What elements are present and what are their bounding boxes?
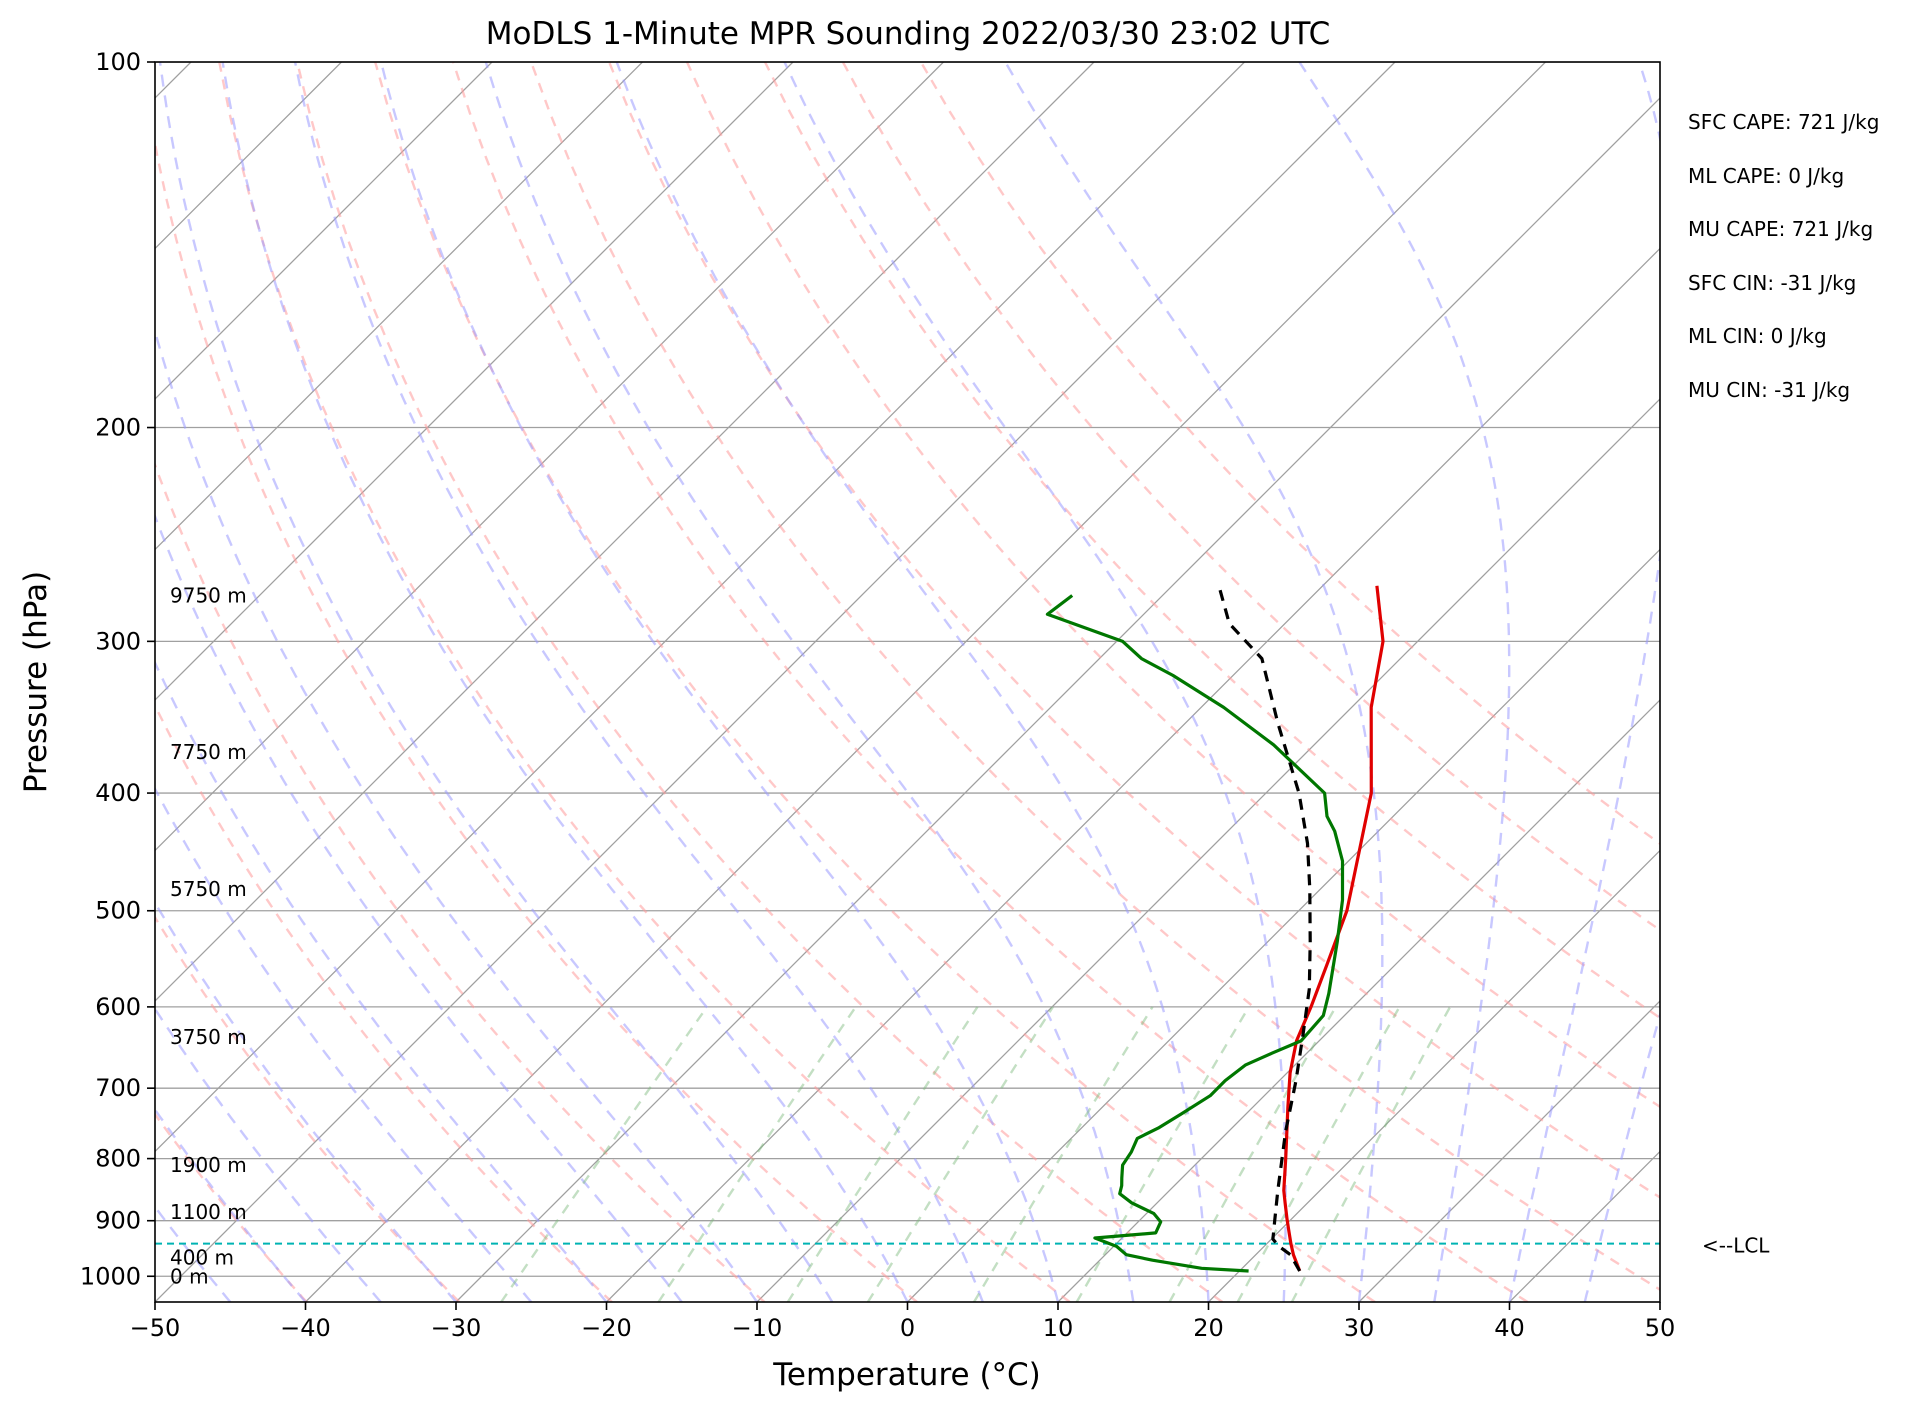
x-tick-label: 0: [900, 1314, 915, 1342]
lcl-label: <--LCL: [1702, 1234, 1770, 1258]
dry-adiabat-line: [763, 62, 1660, 1020]
labels: MoDLS 1-Minute MPR Sounding 2022/03/30 2…: [18, 16, 1770, 1393]
moist-adiabat-line: [155, 513, 683, 1302]
moist-adiabat-line: [158, 62, 834, 1302]
moist-adiabat-line: [155, 900, 457, 1302]
background-lines: [155, 62, 1660, 1302]
isotherm-line: [1057, 699, 1660, 1302]
mixing-ratio-line: [657, 1006, 857, 1302]
moist-adiabat-line: [155, 786, 533, 1302]
stat-line: ML CIN: 0 J/kg: [1688, 324, 1827, 349]
dry-adiabat-line: [155, 136, 918, 1302]
data-lines: [155, 585, 1660, 1273]
height-label: 5750 m: [170, 877, 247, 901]
moist-adiabat-line: [155, 1107, 307, 1302]
dry-adiabat-line: [607, 62, 1660, 1199]
x-tick-label: 20: [1193, 1314, 1224, 1342]
mixing-ratio-line: [866, 1006, 1054, 1302]
y-tick-label: 400: [95, 779, 141, 807]
moist-adiabat-line: [1004, 62, 1384, 1302]
x-axis-label: Temperature (°C): [772, 1357, 1041, 1393]
y-tick-label: 700: [95, 1074, 141, 1102]
height-label: 1100 m: [170, 1200, 247, 1224]
x-tick-label: 50: [1645, 1314, 1676, 1342]
x-tick-label: 30: [1344, 1314, 1375, 1342]
moist-adiabat-line: [293, 62, 984, 1302]
mixing-ratio-line: [786, 1006, 979, 1302]
isotherm-line: [155, 62, 1396, 1302]
isotherm-line: [1358, 1000, 1660, 1302]
y-tick-label: 900: [95, 1207, 141, 1235]
moist-adiabat-line: [379, 62, 1060, 1302]
stat-line: MU CAPE: 721 J/kg: [1688, 217, 1874, 242]
isotherm-line: [606, 247, 1660, 1302]
height-label: 1900 m: [170, 1153, 247, 1177]
x-tick-label: 10: [1043, 1314, 1074, 1342]
y-tick-label: 100: [95, 48, 141, 76]
moist-adiabat-line: [1298, 62, 1511, 1302]
y-tick-label: 600: [95, 993, 141, 1021]
y-tick-label: 200: [95, 414, 141, 442]
isotherm-line: [155, 62, 794, 701]
isotherm-line: [305, 62, 1546, 1302]
isotherm-line: [155, 62, 944, 852]
moist-adiabat-line: [221, 62, 909, 1302]
isotherm-line: [907, 548, 1660, 1302]
stat-line: ML CAPE: 0 J/kg: [1688, 163, 1845, 188]
moist-adiabat-line: [155, 1204, 232, 1302]
mixing-ratio-line: [1290, 1006, 1452, 1302]
moist-adiabat-line: [155, 1006, 382, 1302]
moist-adiabat-line: [155, 659, 608, 1302]
isotherm-line: [155, 62, 1245, 1153]
x-tick-label: −30: [431, 1314, 482, 1342]
y-tick-label: 1000: [80, 1262, 141, 1290]
x-tick-label: −10: [732, 1314, 783, 1342]
x-tick-label: −20: [581, 1314, 632, 1342]
moist-adiabat-line: [615, 62, 1210, 1302]
y-axis-label: Pressure (hPa): [18, 571, 54, 793]
x-tick-label: −40: [280, 1314, 331, 1342]
chart-title: MoDLS 1-Minute MPR Sounding 2022/03/30 2…: [486, 16, 1330, 52]
dry-adiabat-line: [919, 62, 1660, 846]
moist-adiabat-line: [484, 62, 1135, 1302]
isotherm-line: [155, 62, 493, 400]
x-tick-label: 40: [1494, 1314, 1525, 1342]
mixing-ratio-line: [972, 1006, 1154, 1302]
y-tick-label: 500: [95, 897, 141, 925]
stat-line: SFC CIN: -31 J/kg: [1688, 270, 1857, 295]
parcel-path-line: [1217, 585, 1312, 1272]
height-label: 7750 m: [170, 740, 247, 764]
moist-adiabat-line: [155, 327, 758, 1302]
mixing-ratio-line: [1168, 1006, 1337, 1302]
dry-adiabat-line: [296, 62, 1224, 1302]
height-label: 9750 m: [170, 583, 247, 607]
moist-adiabat-line: [1508, 62, 1660, 1302]
dewpoint-profile-line: [1045, 594, 1345, 1273]
dry-adiabat-line: [155, 1112, 308, 1302]
height-label: 3750 m: [170, 1025, 247, 1049]
axes: [147, 61, 1661, 1310]
stat-line: SFC CAPE: 721 J/kg: [1688, 110, 1880, 134]
moist-adiabat-line: [1583, 1010, 1660, 1302]
stat-line: MU CIN: -31 J/kg: [1688, 378, 1851, 402]
isotherm-line: [1208, 849, 1660, 1302]
mixing-ratio-line: [1075, 1006, 1250, 1302]
y-tick-label: 300: [95, 627, 141, 655]
height-label: 400 m: [170, 1245, 234, 1269]
isotherm-line: [155, 62, 643, 551]
dry-adiabat-line: [155, 461, 766, 1302]
dry-adiabat-line: [374, 62, 1376, 1302]
temperature-profile-line: [1282, 585, 1385, 1272]
isotherm-line: [155, 62, 1095, 1002]
height-label: 0 m: [170, 1264, 209, 1288]
mixing-ratio-line: [1236, 1006, 1401, 1302]
y-tick-label: 800: [95, 1145, 141, 1173]
x-tick-label: −50: [130, 1314, 181, 1342]
isotherm-line: [455, 97, 1660, 1302]
